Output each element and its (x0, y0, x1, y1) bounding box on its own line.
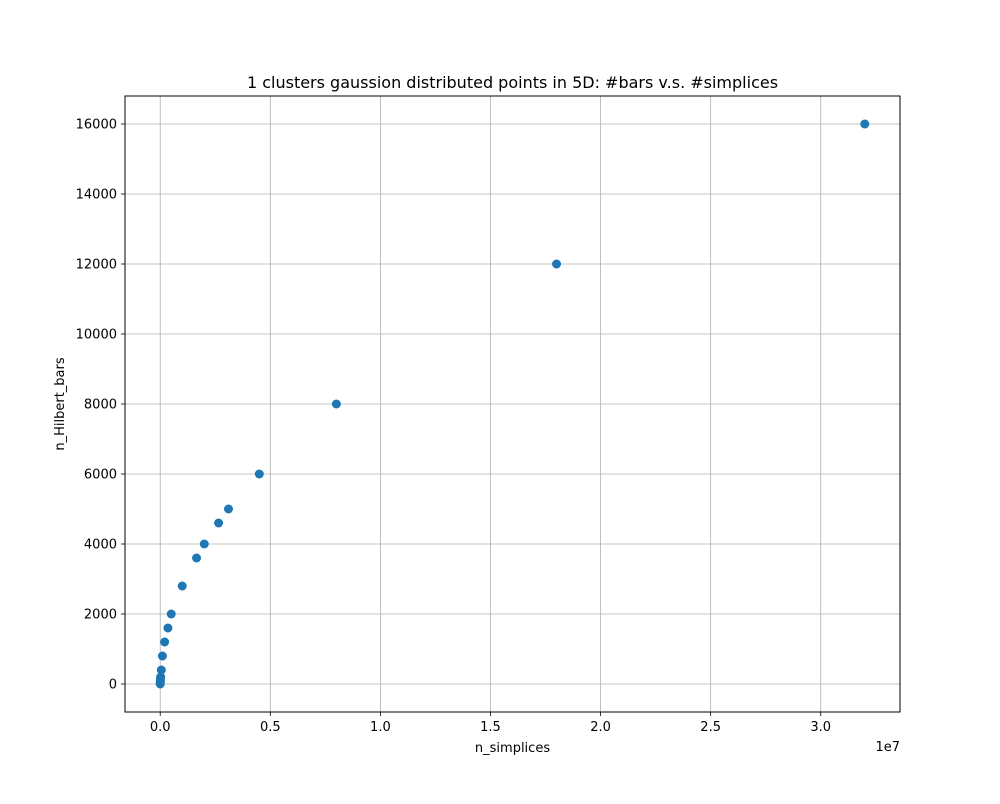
y-tick-label: 16000 (76, 118, 117, 133)
chart-title: 1 clusters gaussion distributed points i… (247, 73, 778, 92)
data-point (552, 259, 562, 269)
data-point (177, 581, 187, 591)
data-point (199, 539, 209, 549)
data-point (214, 518, 224, 528)
y-tick-label: 0 (109, 678, 117, 693)
data-point (223, 504, 233, 514)
x-tick-label: 0.5 (260, 720, 281, 735)
data-point (156, 672, 166, 682)
data-point (163, 623, 173, 633)
data-point (192, 553, 202, 563)
x-axis-offset-label: 1e7 (875, 740, 900, 755)
y-tick-label: 4000 (84, 538, 117, 553)
data-point (166, 609, 176, 619)
x-tick-label: 1.5 (480, 720, 501, 735)
x-axis-label: n_simplices (475, 741, 550, 756)
data-points (155, 119, 870, 689)
grid (125, 96, 900, 712)
y-tick-label: 10000 (76, 328, 117, 343)
y-tick-label: 2000 (84, 608, 117, 623)
y-axis-label: n_Hilbert_bars (53, 357, 68, 450)
data-point (331, 399, 341, 409)
y-tick-label: 12000 (76, 258, 117, 273)
x-axis-ticks: 0.0 0.5 1.0 1.5 2.0 2.5 3.0 (150, 712, 831, 735)
data-point (156, 665, 166, 675)
x-tick-label: 3.0 (810, 720, 831, 735)
y-tick-label: 6000 (84, 468, 117, 483)
x-tick-label: 2.0 (590, 720, 611, 735)
y-tick-label: 8000 (84, 398, 117, 413)
data-point (157, 651, 167, 661)
x-tick-label: 1.0 (370, 720, 391, 735)
data-point (254, 469, 264, 479)
x-tick-label: 2.5 (700, 720, 721, 735)
data-point (160, 637, 170, 647)
y-axis-ticks: 0 2000 4000 6000 8000 10000 12000 14000 16000 (76, 118, 125, 693)
x-tick-label: 0.0 (150, 720, 171, 735)
y-tick-label: 14000 (76, 188, 117, 203)
data-point (860, 119, 870, 129)
